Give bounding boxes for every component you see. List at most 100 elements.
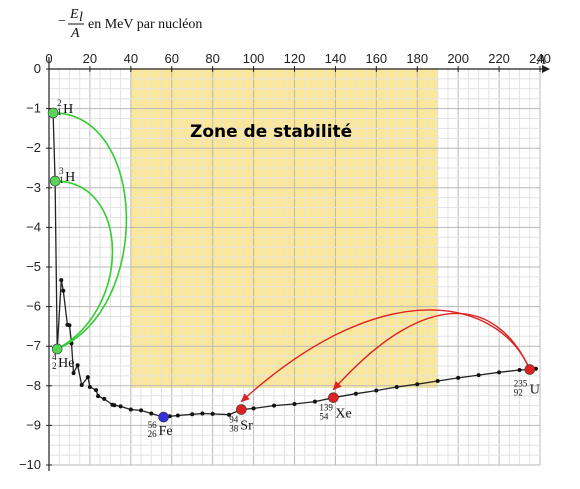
x-tick-label: 180 [406,51,428,66]
nuclide-mass-fe56: 56 [148,420,158,430]
curve-point [79,383,84,388]
curve-point [96,394,101,399]
y-tick-label: −2 [26,140,41,155]
y-tick-label: −10 [19,457,41,472]
x-tick-label: 220 [488,51,510,66]
y-tick-label: −5 [26,259,41,274]
nuclide-marker-h3 [49,175,61,187]
x-tick-label: 0 [45,51,52,66]
nuclide-mass-sr94: 94 [229,415,239,425]
nuclide-mass-u235: 235 [514,379,528,389]
y-tick-label: −1 [26,101,41,116]
curve-point [59,278,64,283]
nuclide-mass-h2: 2 [57,98,62,108]
curve-point [94,388,99,393]
fusion-arrow [55,180,114,350]
curve-point [87,384,92,389]
curve-point [149,411,154,416]
nuclide-symbol-fe56: Fe [159,424,173,439]
curve-point [200,411,205,416]
curve-point [128,407,133,412]
reaction-arrows [53,112,531,403]
y-tick-label: −3 [26,180,41,195]
x-tick-label: 60 [165,51,179,66]
curve-point [435,379,440,384]
nuclide-charge-xe139: 54 [319,412,329,422]
nuclide-charge-h3: 1 [59,175,64,185]
x-tick-label: 80 [205,51,219,66]
fission-arrow [332,312,531,391]
axes: 20 40 60 80 100 120 140 160 180 200 220 240 00 −1 −2 −3… [19,51,551,472]
y-tick-label: −7 [26,338,41,353]
nuclide-mass-h3: 3 [59,166,64,176]
curve-point [118,404,123,409]
nuclide-symbol-h2: H [63,102,73,117]
curve-point [67,323,72,328]
nuclide-charge-he4: 2 [52,361,57,371]
y-axis-title: − E l A en MeV par nucléon [58,7,202,41]
curve-point [112,403,117,408]
x-axis-title: A [536,53,546,68]
y-axis-title-numerator-sub: l [79,10,83,25]
y-tick-label: −9 [26,417,41,432]
nuclide-marker-xe139 [328,392,339,403]
x-tick-label: 160 [365,51,387,66]
curve-point [415,382,420,387]
y-tick-label: −8 [26,378,41,393]
nuclide-charge-u235: 92 [514,388,523,398]
curve-point [517,367,522,372]
curve-point [374,388,379,393]
nuclide-symbol-u235: U [530,383,540,398]
y-axis-title-unit: en MeV par nucléon [88,17,202,32]
y-axis-title-denominator: A [70,26,80,41]
curve-point [190,412,195,417]
x-tick-label: 100 [243,51,265,66]
y-tick-label: 0 [34,61,41,76]
nuclide-marker-sr94 [236,404,247,415]
curve-point [456,375,461,380]
curve-point [476,373,481,378]
nuclide-marker-fe56 [158,411,169,423]
x-tick-label: 40 [124,51,138,66]
nuclide-charge-sr94: 38 [229,424,239,434]
nuclide-symbol-sr94: Sr [240,419,253,434]
curve-point [497,370,502,375]
fusion-arrow [53,112,128,350]
x-tick-label: 200 [447,51,469,66]
y-tick-label: −6 [26,299,41,314]
x-tick-label: 240 [529,51,551,66]
nuclide-symbol-he4: He [58,356,74,371]
y-axis-title-numerator: E [69,7,79,22]
curve-point [71,371,76,376]
nuclide-charge-fe56: 26 [148,429,158,439]
x-axis-arrow [542,65,550,73]
curve-point [292,402,297,407]
curve-point [102,396,107,401]
curve-point [61,288,66,293]
curve-point [227,412,232,417]
nuclide-marker-he4 [51,343,63,355]
curve-point [251,406,256,411]
nuclide-symbol-h3: H [65,170,75,185]
nuclide-mass-he4: 4 [52,352,57,362]
nuclide-mass-xe139: 139 [319,403,333,413]
x-tick-label: 140 [325,51,347,66]
curve-point [75,363,80,368]
x-tick-label: 20 [83,51,97,66]
curve-point [272,403,277,408]
curve-point [353,391,358,396]
fission-arrow [240,309,531,403]
y-tick-label: −4 [26,219,41,234]
curve-point [312,399,317,404]
curve-point [85,375,90,380]
nuclide-marker-h2 [47,107,59,119]
curve-point [175,413,180,418]
curve-point [394,384,399,389]
curve-point [139,408,144,413]
nuclide-marker-u235 [524,364,536,375]
nuclide-charge-h2: 1 [57,107,62,117]
curve-point [210,411,215,416]
stability-zone-label: Zone de stabilité [190,122,352,142]
